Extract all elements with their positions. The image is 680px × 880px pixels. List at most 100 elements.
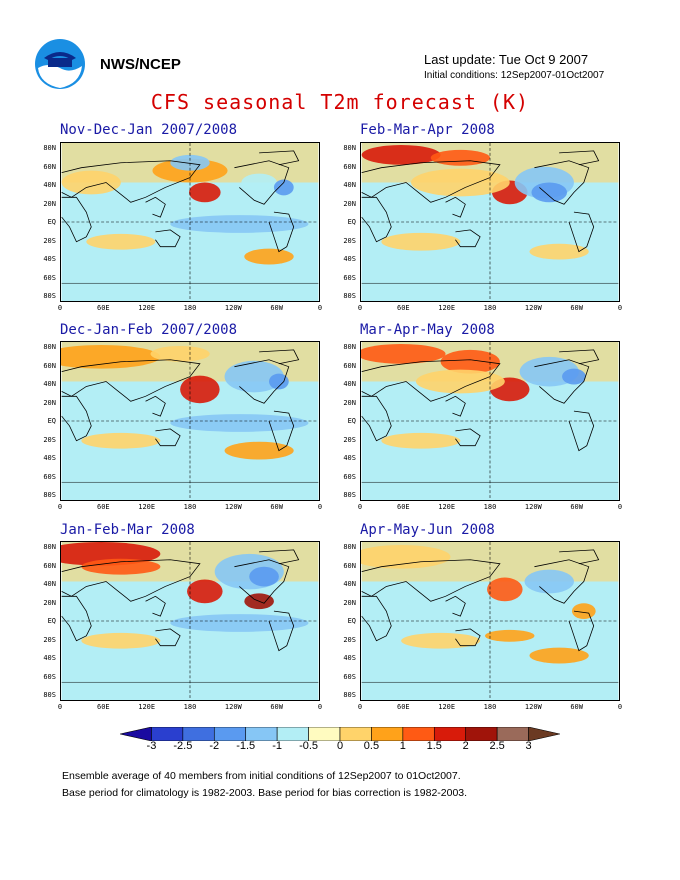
lat-label: 80N <box>343 144 356 152</box>
lat-label: 20N <box>43 199 56 208</box>
lon-label: 120W <box>524 304 542 312</box>
lat-label: 60S <box>343 472 356 481</box>
colorbar-label: 3 <box>525 740 532 752</box>
lat-label: 40S <box>43 454 56 462</box>
initial-conditions: Initial conditions: 12Sep2007-01Oct2007 <box>424 70 605 81</box>
colorbar-swatch <box>496 727 529 741</box>
lat-label: EQ <box>47 417 56 425</box>
colorbar-label: 2 <box>462 740 469 752</box>
lon-label: 0 <box>357 304 363 312</box>
lon-label: 0 <box>617 703 623 711</box>
lat-label: 20S <box>343 236 356 245</box>
lon-label: 120W <box>224 503 242 511</box>
lat-label: 20N <box>343 598 356 607</box>
lat-label: 80S <box>43 292 56 300</box>
lon-label: 0 <box>317 304 323 312</box>
colorbar-swatch <box>339 727 372 741</box>
lat-label: EQ <box>347 617 356 625</box>
lat-label: 40S <box>343 454 356 462</box>
lon-label: 60E <box>97 304 110 312</box>
lat-label: 80S <box>343 292 356 300</box>
colorbar-swatch <box>213 727 247 741</box>
colorbar-label: 0 <box>336 740 344 752</box>
lat-label: 20S <box>343 435 356 444</box>
lat-label: 40N <box>43 380 56 388</box>
colorbar-label: 0.5 <box>363 740 380 752</box>
lon-label: 60W <box>570 703 583 711</box>
lon-label: 60W <box>270 503 283 511</box>
noaa-logo <box>35 39 85 89</box>
lat-label: 80S <box>43 691 56 699</box>
colorbar-swatch <box>528 727 560 741</box>
last-update: Last update: Tue Oct 9 2007 <box>424 52 589 67</box>
lat-label: 60S <box>43 672 56 681</box>
panel-title: Jan-Feb-Mar 2008 <box>60 522 195 538</box>
page-title: CFS seasonal T2m forecast (K) <box>150 90 530 114</box>
colorbar-label: -1.5 <box>236 740 256 752</box>
lon-label: 0 <box>617 503 623 511</box>
colorbar-swatch <box>465 727 498 741</box>
lon-label: 120W <box>524 503 542 511</box>
lat-label: 40N <box>43 580 56 588</box>
lat-label: 80S <box>343 691 356 699</box>
lon-label: 60E <box>397 703 410 711</box>
lon-label: 0 <box>57 703 63 711</box>
lat-label: 80S <box>343 491 356 499</box>
lat-label: 80N <box>343 343 356 351</box>
lon-label: 120W <box>224 703 242 711</box>
lon-label: 120W <box>224 304 242 312</box>
colorbar-swatch <box>245 727 278 741</box>
lat-label: 20N <box>43 598 56 607</box>
colorbar-swatch <box>433 727 467 741</box>
colorbar-label: -2 <box>209 740 220 752</box>
org-name: NWS/NCEP <box>100 56 181 73</box>
lat-label: 80N <box>43 144 56 152</box>
lat-label: 60N <box>43 162 56 171</box>
lat-label: 40S <box>343 255 356 263</box>
colorbar-swatch <box>151 727 184 741</box>
lon-label: 120E <box>138 304 156 312</box>
lat-label: 60S <box>43 472 56 481</box>
lon-label: 180 <box>183 703 197 711</box>
lon-label: 0 <box>357 503 363 511</box>
lat-label: EQ <box>47 617 56 625</box>
panel-title: Mar-Apr-May 2008 <box>360 322 495 338</box>
lat-label: 80N <box>43 343 56 351</box>
lon-label: 60E <box>97 503 110 511</box>
panel-title: Feb-Mar-Apr 2008 <box>360 122 495 138</box>
forecast-map <box>60 142 320 302</box>
colorbar-swatch <box>276 727 309 741</box>
colorbar-label: 2.5 <box>489 740 505 752</box>
footer-ensemble-note: Ensemble average of 40 members from init… <box>62 770 461 782</box>
colorbar-label: -0.5 <box>299 740 319 752</box>
lon-label: 180 <box>183 304 197 312</box>
lon-label: 60E <box>397 503 410 511</box>
lon-label: 60W <box>570 304 583 312</box>
lat-label: 40N <box>343 181 356 189</box>
footer-base-period-note: Base period for climatology is 1982-2003… <box>62 787 468 799</box>
lat-label: 60N <box>43 561 56 570</box>
lon-label: 180 <box>483 703 497 711</box>
colorbar-label: 1.5 <box>426 740 442 752</box>
lat-label: 40S <box>43 255 56 263</box>
lon-label: 0 <box>317 503 323 511</box>
lon-label: 0 <box>317 703 323 711</box>
lon-label: 120E <box>438 503 456 511</box>
lat-label: 20N <box>343 398 356 407</box>
colorbar-label: -1 <box>272 740 283 752</box>
colorbar-swatch <box>182 727 215 741</box>
lon-label: 0 <box>357 703 363 711</box>
lat-label: 40S <box>43 654 56 662</box>
lon-label: 120E <box>438 304 456 312</box>
lat-label: 20N <box>43 398 56 407</box>
lon-label: 60W <box>270 304 283 312</box>
lon-label: 60E <box>97 703 110 711</box>
lat-label: 80N <box>343 543 356 551</box>
lat-label: 20S <box>343 635 356 644</box>
lat-label: 60N <box>343 162 356 171</box>
colorbar-swatch <box>120 727 152 741</box>
colorbar-label: 1 <box>399 740 406 752</box>
lat-label: 60S <box>43 273 56 282</box>
lat-label: 80S <box>43 491 56 499</box>
colorbar-label: -3 <box>146 740 157 752</box>
